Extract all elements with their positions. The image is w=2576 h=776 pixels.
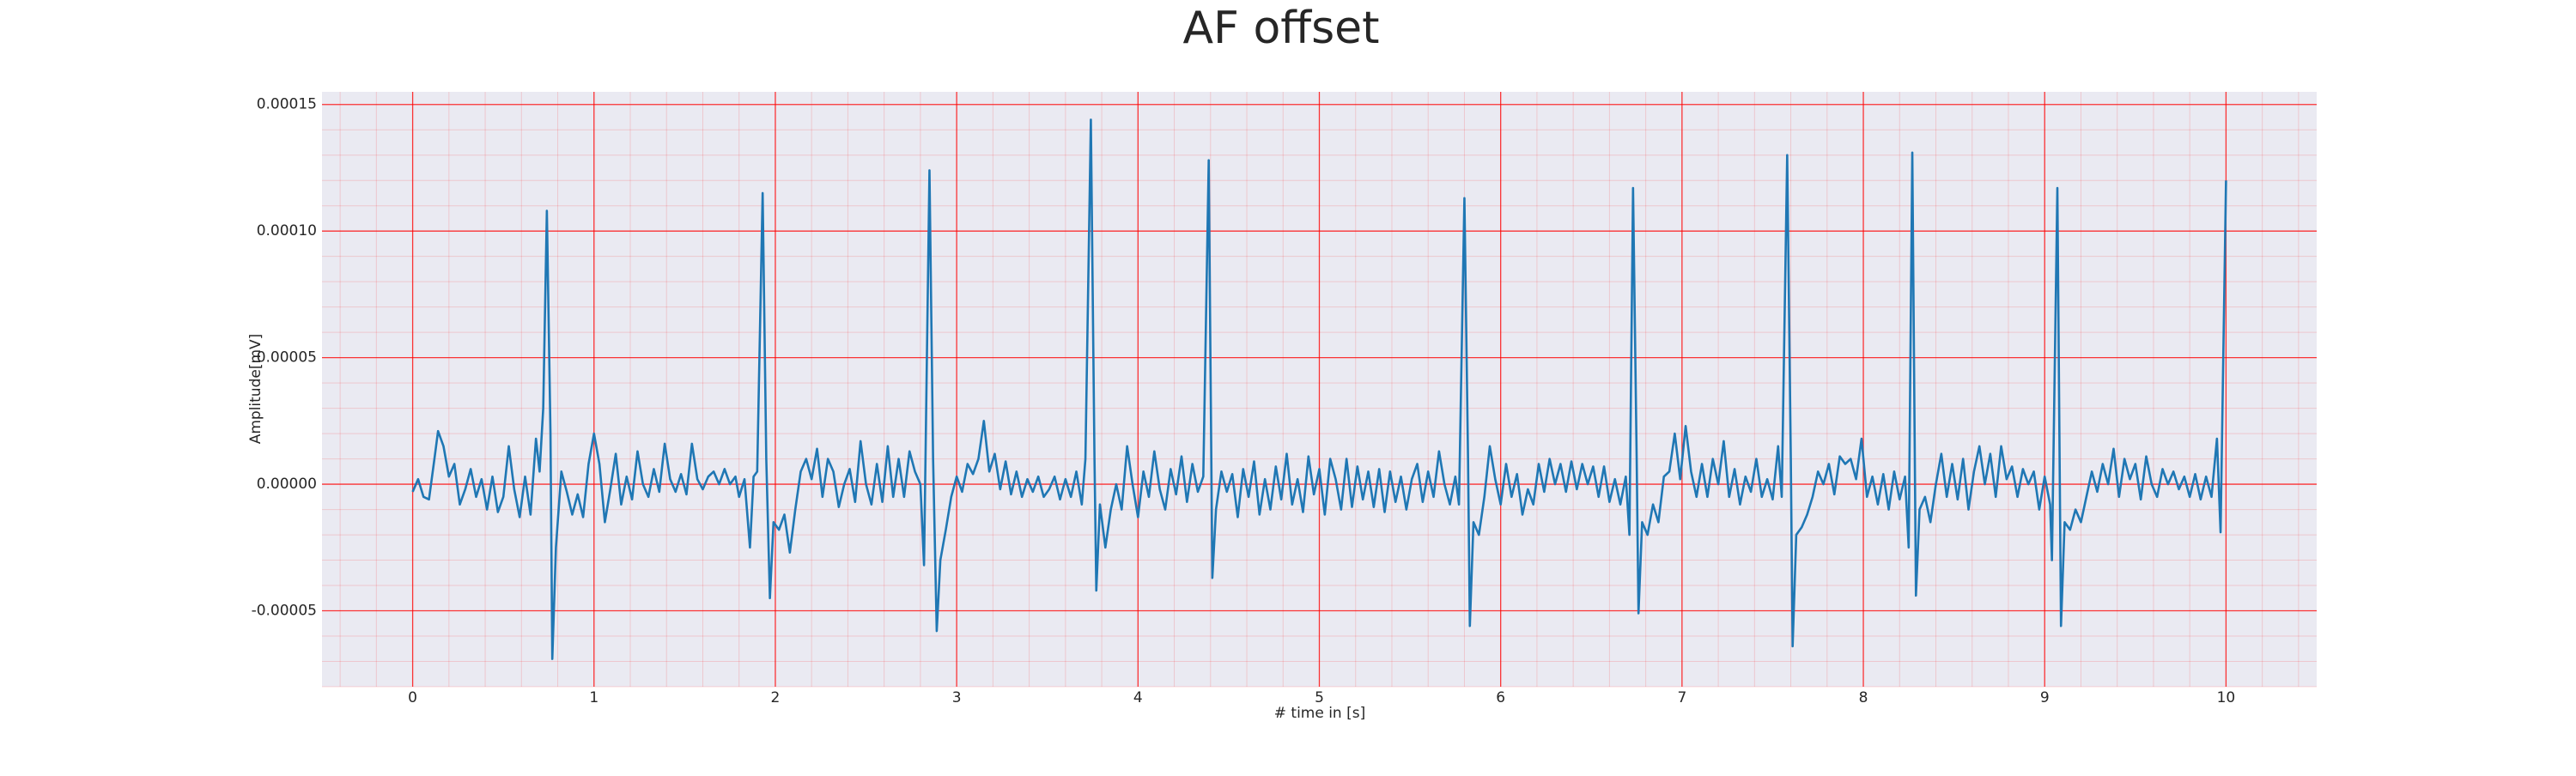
y-tick-label: 0.00015 [257,96,317,113]
x-tick-label: 8 [1859,689,1868,706]
x-tick-label: 10 [2217,689,2236,706]
x-tick-label: 7 [1677,689,1686,706]
x-tick-label: 2 [771,689,781,706]
x-tick-label: 6 [1496,689,1505,706]
x-axis-label: # time in [s] [1274,705,1365,722]
x-tick-label: 1 [589,689,598,706]
x-tick-label: 0 [408,689,417,706]
y-axis-label: Amplitude[mV] [247,334,264,445]
signal-line [411,118,2227,660]
chart-title: AF offset [1182,3,1379,54]
x-tick-label: 4 [1133,689,1143,706]
x-tick-label: 5 [1315,689,1324,706]
y-tick-label: 0.00000 [257,476,317,493]
x-tick-label: 9 [2040,689,2050,706]
x-tick-label: 3 [952,689,962,706]
y-tick-label: 0.00005 [257,349,317,367]
y-tick-label: -0.00005 [252,603,317,620]
y-tick-label: 0.00010 [257,222,317,239]
